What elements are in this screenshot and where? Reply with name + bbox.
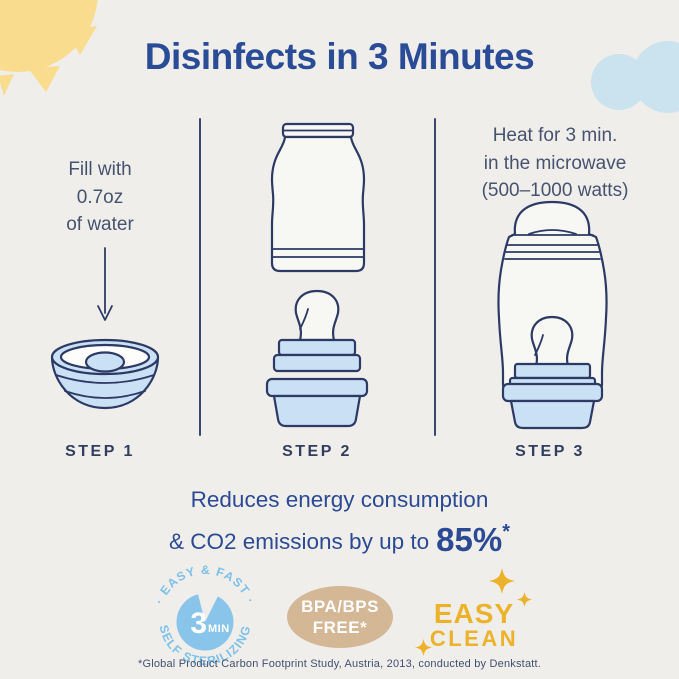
self-sterilizing-badge: · EASY & FAST · SELF STERILIZING 3 MIN xyxy=(152,563,257,668)
timer-value: 3 xyxy=(190,607,207,640)
bpa-line2: FREE* xyxy=(312,618,368,637)
claim-line2-prefix: & CO2 emissions by up to xyxy=(169,528,430,554)
timer-wedge xyxy=(197,590,219,622)
assembled-bottle-illustration xyxy=(497,200,608,430)
bpa-free-badge: BPA/BPS FREE* xyxy=(287,586,393,648)
sterilizer-base-illustration xyxy=(265,377,369,428)
down-arrow-icon xyxy=(97,247,113,321)
step1-label: STEP 1 xyxy=(65,443,135,460)
easy-clean-line2: CLEAN xyxy=(429,626,519,651)
sparkle-icon xyxy=(489,568,515,594)
sparkle-icon xyxy=(415,639,432,656)
claim-line2: & CO2 emissions by up to 85%* xyxy=(0,521,679,559)
sun-icon xyxy=(0,0,98,96)
sparkle-icon xyxy=(517,592,532,607)
claim-highlight: 85% xyxy=(436,520,503,558)
cloud-icon xyxy=(591,41,679,113)
bowl-illustration xyxy=(50,338,160,410)
column-divider-left xyxy=(199,118,201,436)
claim-asterisk: * xyxy=(502,520,510,543)
bpa-line1: BPA/BPS xyxy=(301,596,379,616)
step1-instruction: Fill with 0.7oz of water xyxy=(66,159,134,236)
energy-claim: Reduces energy consumption & CO2 emissio… xyxy=(0,484,679,559)
bottle-body-illustration xyxy=(270,122,366,273)
easy-clean-badge: EASY CLEAN xyxy=(408,560,558,668)
nipple-and-ring-illustration xyxy=(272,289,362,373)
step3-label: STEP 3 xyxy=(515,443,585,460)
step3-instruction: Heat for 3 min. in the microwave (500–10… xyxy=(481,125,629,202)
claim-line1: Reduces energy consumption xyxy=(190,487,489,512)
page-title: Disinfects in 3 Minutes xyxy=(144,36,535,77)
step2-label: STEP 2 xyxy=(282,443,352,460)
footnote: *Global Product Carbon Footprint Study, … xyxy=(137,658,542,670)
timer-unit: MIN xyxy=(208,623,230,635)
column-divider-right xyxy=(434,118,436,436)
easy-clean-line1: EASY xyxy=(433,598,515,629)
